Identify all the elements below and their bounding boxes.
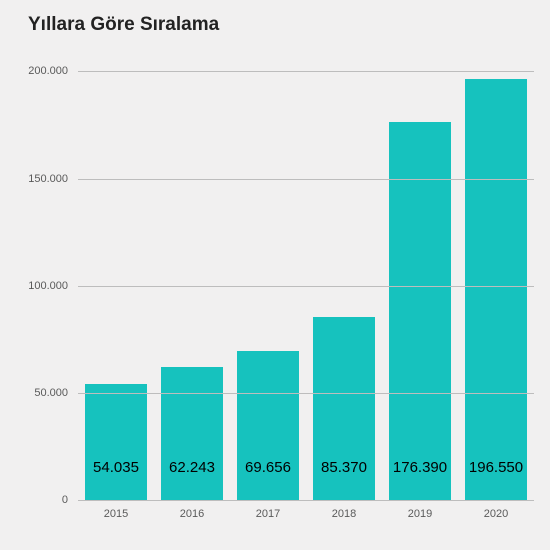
bar-value-label: 176.390 (393, 459, 447, 476)
x-tick-label: 2018 (332, 508, 356, 520)
bar: 69.656 (237, 351, 299, 500)
chart-container: Yıllara Göre Sıralama 54.035201562.24320… (0, 0, 550, 550)
bar-slot: 54.0352015 (78, 50, 154, 500)
gridline (78, 71, 534, 72)
y-tick-label: 0 (18, 494, 68, 506)
bar: 85.370 (313, 317, 375, 500)
bar-slot: 62.2432016 (154, 50, 230, 500)
bar: 196.550 (465, 79, 527, 500)
bar-slot: 69.6562017 (230, 50, 306, 500)
gridline (78, 393, 534, 394)
gridline (78, 286, 534, 287)
bar-value-label: 62.243 (169, 459, 215, 476)
x-tick-label: 2015 (104, 508, 128, 520)
bar-value-label: 69.656 (245, 459, 291, 476)
bar-slot: 85.3702018 (306, 50, 382, 500)
bar: 62.243 (161, 367, 223, 500)
y-tick-label: 50.000 (18, 387, 68, 399)
x-tick-label: 2020 (484, 508, 508, 520)
bar-value-label: 196.550 (469, 459, 523, 476)
bar-value-label: 54.035 (93, 459, 139, 476)
y-tick-label: 100.000 (18, 280, 68, 292)
bars-group: 54.035201562.243201669.656201785.3702018… (78, 50, 534, 500)
x-tick-label: 2017 (256, 508, 280, 520)
gridline (78, 179, 534, 180)
x-tick-label: 2019 (408, 508, 432, 520)
gridline (78, 500, 534, 501)
bar: 54.035 (85, 384, 147, 500)
bar-value-label: 85.370 (321, 459, 367, 476)
x-tick-label: 2016 (180, 508, 204, 520)
plot-area: 54.035201562.243201669.656201785.3702018… (78, 50, 534, 500)
y-tick-label: 150.000 (18, 173, 68, 185)
bar-slot: 176.3902019 (382, 50, 458, 500)
chart-title: Yıllara Göre Sıralama (28, 14, 219, 36)
y-tick-label: 200.000 (18, 65, 68, 77)
bar-slot: 196.5502020 (458, 50, 534, 500)
